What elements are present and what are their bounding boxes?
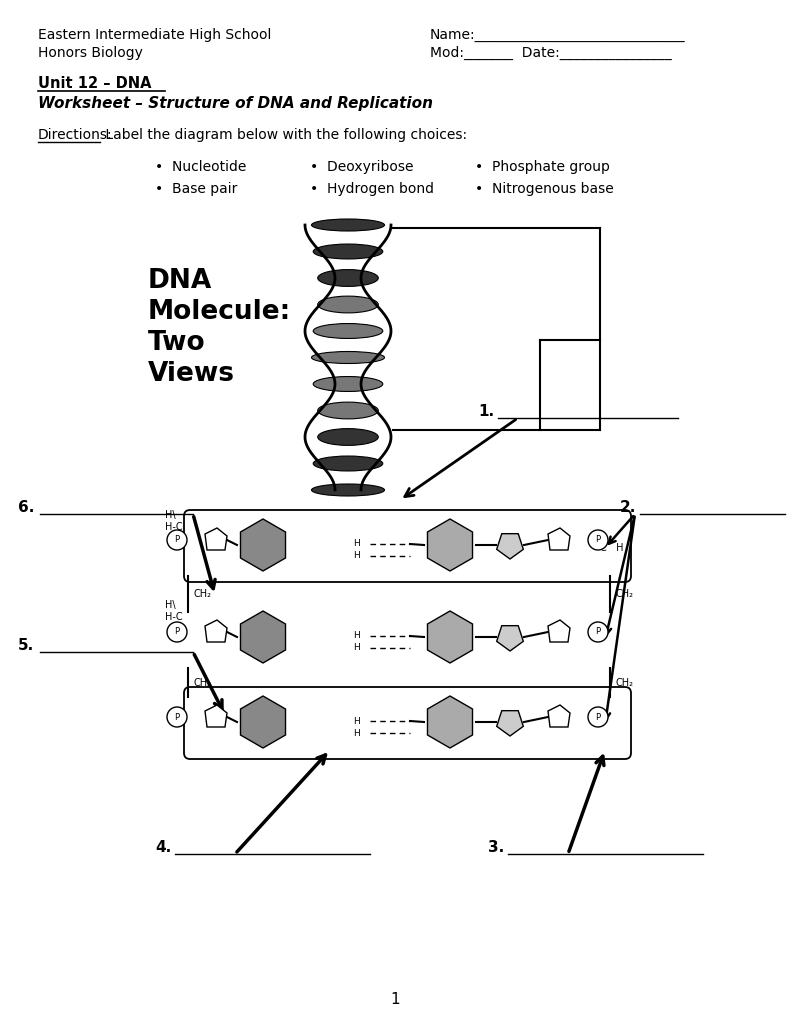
- Text: P: P: [596, 536, 600, 545]
- Text: Eastern Intermediate High School: Eastern Intermediate High School: [38, 28, 271, 42]
- Text: Mod:_______  Date:________________: Mod:_______ Date:________________: [430, 46, 672, 60]
- Text: C   H: C H: [600, 543, 623, 553]
- Text: •  Deoxyribose: • Deoxyribose: [310, 160, 414, 174]
- Circle shape: [588, 707, 608, 727]
- Ellipse shape: [318, 402, 378, 419]
- Circle shape: [167, 622, 187, 642]
- Ellipse shape: [313, 377, 383, 391]
- Ellipse shape: [313, 324, 383, 339]
- Polygon shape: [427, 611, 472, 663]
- Text: Label the diagram below with the following choices:: Label the diagram below with the followi…: [101, 128, 467, 142]
- Polygon shape: [240, 696, 286, 748]
- Ellipse shape: [312, 351, 384, 364]
- Text: Name:______________________________: Name:______________________________: [430, 28, 686, 42]
- Text: •  Phosphate group: • Phosphate group: [475, 160, 610, 174]
- Polygon shape: [205, 620, 227, 642]
- Text: H-C: H-C: [165, 612, 183, 622]
- Text: H: H: [353, 728, 359, 737]
- Text: •  Nitrogenous base: • Nitrogenous base: [475, 182, 614, 196]
- Text: 2.: 2.: [620, 500, 637, 515]
- Text: 4.: 4.: [155, 840, 171, 855]
- Circle shape: [167, 530, 187, 550]
- Polygon shape: [548, 620, 570, 642]
- Text: H\: H\: [165, 510, 176, 520]
- Text: P: P: [596, 628, 600, 637]
- Ellipse shape: [318, 296, 378, 313]
- Text: 3.: 3.: [488, 840, 504, 855]
- Polygon shape: [548, 705, 570, 727]
- Text: H\: H\: [165, 600, 176, 610]
- Text: H-C: H-C: [165, 522, 183, 532]
- Text: CH₂: CH₂: [193, 678, 211, 687]
- Ellipse shape: [318, 269, 378, 287]
- Polygon shape: [240, 611, 286, 663]
- Text: H: H: [353, 643, 359, 652]
- Text: P: P: [175, 536, 180, 545]
- Ellipse shape: [312, 484, 384, 496]
- Circle shape: [167, 707, 187, 727]
- Polygon shape: [205, 705, 227, 727]
- Text: H: H: [353, 717, 359, 725]
- Polygon shape: [497, 626, 524, 651]
- Text: Directions:: Directions:: [38, 128, 112, 142]
- Ellipse shape: [312, 219, 384, 231]
- Text: P: P: [596, 713, 600, 722]
- Text: •  Base pair: • Base pair: [155, 182, 237, 196]
- Text: H: H: [353, 632, 359, 640]
- Polygon shape: [497, 711, 524, 736]
- Text: •  Nucleotide: • Nucleotide: [155, 160, 246, 174]
- Text: 1.: 1.: [478, 404, 494, 419]
- Text: P: P: [175, 713, 180, 722]
- Text: 1: 1: [390, 992, 399, 1007]
- Text: CH₂: CH₂: [615, 678, 633, 687]
- Circle shape: [588, 530, 608, 550]
- Polygon shape: [427, 519, 472, 571]
- Polygon shape: [427, 696, 472, 748]
- Text: •  Hydrogen bond: • Hydrogen bond: [310, 182, 434, 196]
- Text: 6.: 6.: [18, 500, 34, 515]
- Text: H: H: [353, 552, 359, 560]
- Text: H: H: [353, 540, 359, 549]
- Polygon shape: [548, 528, 570, 550]
- Polygon shape: [497, 534, 524, 559]
- Text: P: P: [175, 628, 180, 637]
- Ellipse shape: [313, 244, 383, 259]
- Text: DNA
Molecule:
Two
Views: DNA Molecule: Two Views: [148, 268, 291, 387]
- Polygon shape: [240, 519, 286, 571]
- Text: Honors Biology: Honors Biology: [38, 46, 143, 60]
- Polygon shape: [205, 528, 227, 550]
- Ellipse shape: [313, 456, 383, 471]
- Text: Worksheet – Structure of DNA and Replication: Worksheet – Structure of DNA and Replica…: [38, 96, 433, 111]
- Text: Unit 12 – DNA: Unit 12 – DNA: [38, 76, 152, 91]
- Ellipse shape: [318, 429, 378, 445]
- Text: CH₂: CH₂: [193, 589, 211, 599]
- Text: 5.: 5.: [18, 638, 34, 653]
- Text: CH₂: CH₂: [615, 589, 633, 599]
- Circle shape: [588, 622, 608, 642]
